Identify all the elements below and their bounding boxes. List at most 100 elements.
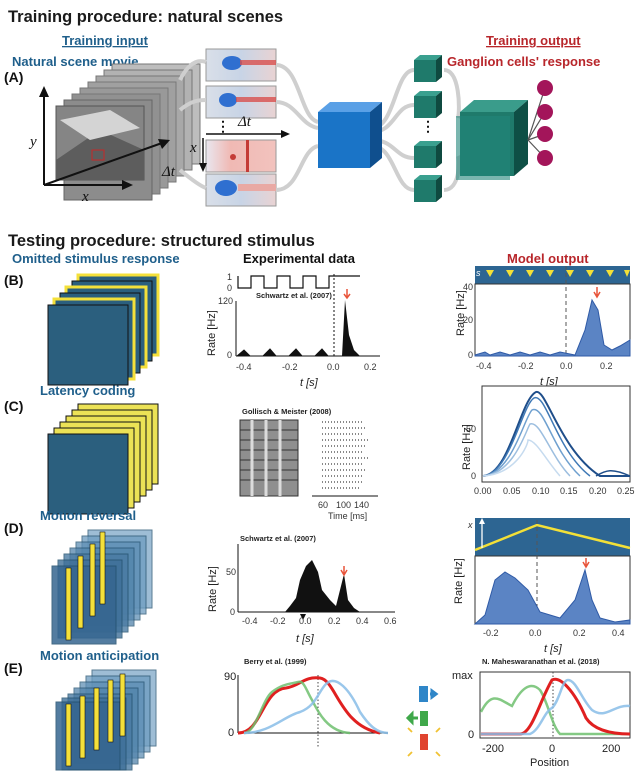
svg-text:0.25: 0.25 (617, 486, 635, 496)
svg-text:0.2: 0.2 (364, 362, 377, 372)
axis-x-label: x (81, 189, 89, 205)
svg-text:max: max (452, 670, 473, 682)
svg-text:-200: -200 (482, 743, 504, 755)
exp-c-xlabel: Time [ms] (328, 511, 367, 521)
exp-d-xlabel: t [s] (296, 633, 315, 645)
convolution-layer-1 (318, 102, 382, 168)
exp-c-grating (239, 419, 299, 497)
model-d-xlabel: t [s] (544, 643, 563, 655)
svg-text:0.05: 0.05 (503, 486, 521, 496)
svg-text:0: 0 (230, 607, 235, 617)
ganglion-cells (527, 80, 553, 166)
model-c-plot (481, 385, 631, 483)
svg-text:0: 0 (549, 743, 555, 755)
exp-b-citation: Schwartz et al. (2007) (256, 291, 332, 300)
movie-axes (39, 86, 170, 190)
svg-text:0.2: 0.2 (600, 361, 613, 371)
axis-dt-label: Δt (161, 164, 176, 180)
model-c-ylabel: Rate [Hz] (461, 424, 473, 470)
exp-b-xlabel: t [s] (300, 377, 319, 389)
header-stimulus: Omitted stimulus response (12, 251, 180, 266)
motion-reversal-stack (51, 529, 153, 645)
exp-d-plot (237, 544, 395, 620)
svg-text:0.0: 0.0 (299, 616, 312, 626)
svg-text:0.0: 0.0 (327, 362, 340, 372)
label-b: (B) (4, 272, 23, 288)
svg-text:0.20: 0.20 (589, 486, 607, 496)
svg-text:20: 20 (463, 315, 473, 325)
svg-text:0.10: 0.10 (532, 486, 550, 496)
label-a: (A) (4, 69, 23, 85)
kernel-x-label: x (189, 140, 197, 156)
kernel-tiles (205, 48, 277, 207)
natural-scene-movie (55, 63, 201, 201)
svg-text:0.6: 0.6 (384, 616, 397, 626)
svg-text:⋮: ⋮ (421, 118, 435, 134)
kernel-ellipsis: ⋮ (216, 118, 230, 134)
convolution-layer-3 (456, 100, 528, 180)
motion-anticipation-title: Motion anticipation (40, 648, 159, 663)
motion-anticipation-stack (55, 669, 157, 771)
model-b-xlabel: t [s] (540, 376, 559, 388)
model-b-plot (474, 266, 631, 357)
header-experimental: Experimental data (243, 251, 356, 266)
svg-text:50: 50 (226, 567, 236, 577)
testing-title: Testing procedure: structured stimulus (8, 232, 315, 250)
motion-reversal-title: Motion reversal (40, 508, 136, 523)
svg-text:120: 120 (218, 296, 233, 306)
model-d-plot (473, 518, 631, 625)
exp-e-plot (237, 675, 389, 748)
model-b-ylabel: Rate [Hz] (455, 290, 467, 336)
direction-arrows (405, 686, 441, 757)
svg-text:200: 200 (602, 743, 620, 755)
svg-text:0: 0 (228, 727, 234, 739)
svg-text:-0.2: -0.2 (518, 361, 534, 371)
svg-text:0: 0 (468, 729, 474, 741)
exp-d-ylabel: Rate [Hz] (207, 566, 219, 612)
svg-text:0.15: 0.15 (560, 486, 578, 496)
model-e-citation: N. Maheswaranathan et al. (2018) (482, 657, 600, 666)
training-title: Training procedure: natural scenes (8, 8, 283, 26)
svg-text:90: 90 (224, 671, 236, 683)
svg-text:-0.2: -0.2 (483, 628, 499, 638)
label-e: (E) (4, 660, 23, 676)
exp-b-ylabel: Rate [Hz] (206, 310, 218, 356)
svg-text:50: 50 (466, 424, 476, 434)
svg-text:0.2: 0.2 (328, 616, 341, 626)
svg-text:s: s (476, 268, 481, 278)
svg-text:40: 40 (463, 282, 473, 292)
svg-text:100: 100 (336, 500, 351, 510)
latency-stack (47, 403, 159, 515)
svg-text:-0.4: -0.4 (242, 616, 258, 626)
training-input-title: Training input (62, 33, 149, 48)
exp-b-plot (235, 274, 380, 357)
model-e-xlabel: Position (530, 757, 569, 769)
header-model: Model output (507, 251, 589, 266)
svg-text:0.2: 0.2 (573, 628, 586, 638)
kernel-dt-label: Δt (237, 114, 252, 130)
training-output-subtitle: Ganglion cells' response (447, 54, 600, 69)
exp-c-raster (322, 421, 368, 489)
axis-y-label: y (28, 134, 37, 150)
svg-text:0.0: 0.0 (560, 361, 573, 371)
svg-text:0.00: 0.00 (474, 486, 492, 496)
label-c: (C) (4, 398, 23, 414)
svg-text:60: 60 (318, 500, 328, 510)
training-input-subtitle: Natural scene movie (12, 54, 138, 69)
exp-d-citation: Schwartz et al. (2007) (240, 534, 316, 543)
omitted-stimulus-stack (47, 273, 160, 386)
svg-text:-0.4: -0.4 (236, 362, 252, 372)
latency-title: Latency coding (40, 383, 135, 398)
svg-text:0: 0 (227, 283, 232, 293)
svg-text:x: x (467, 520, 473, 530)
svg-text:-0.2: -0.2 (270, 616, 286, 626)
svg-text:140: 140 (354, 500, 369, 510)
svg-text:0.4: 0.4 (612, 628, 625, 638)
svg-text:1: 1 (227, 272, 232, 282)
exp-c-citation: Gollisch & Meister (2008) (242, 407, 332, 416)
training-output-title: Training output (486, 33, 581, 48)
svg-text:0: 0 (471, 471, 476, 481)
svg-text:0.4: 0.4 (356, 616, 369, 626)
exp-e-citation: Berry et al. (1999) (244, 657, 307, 666)
